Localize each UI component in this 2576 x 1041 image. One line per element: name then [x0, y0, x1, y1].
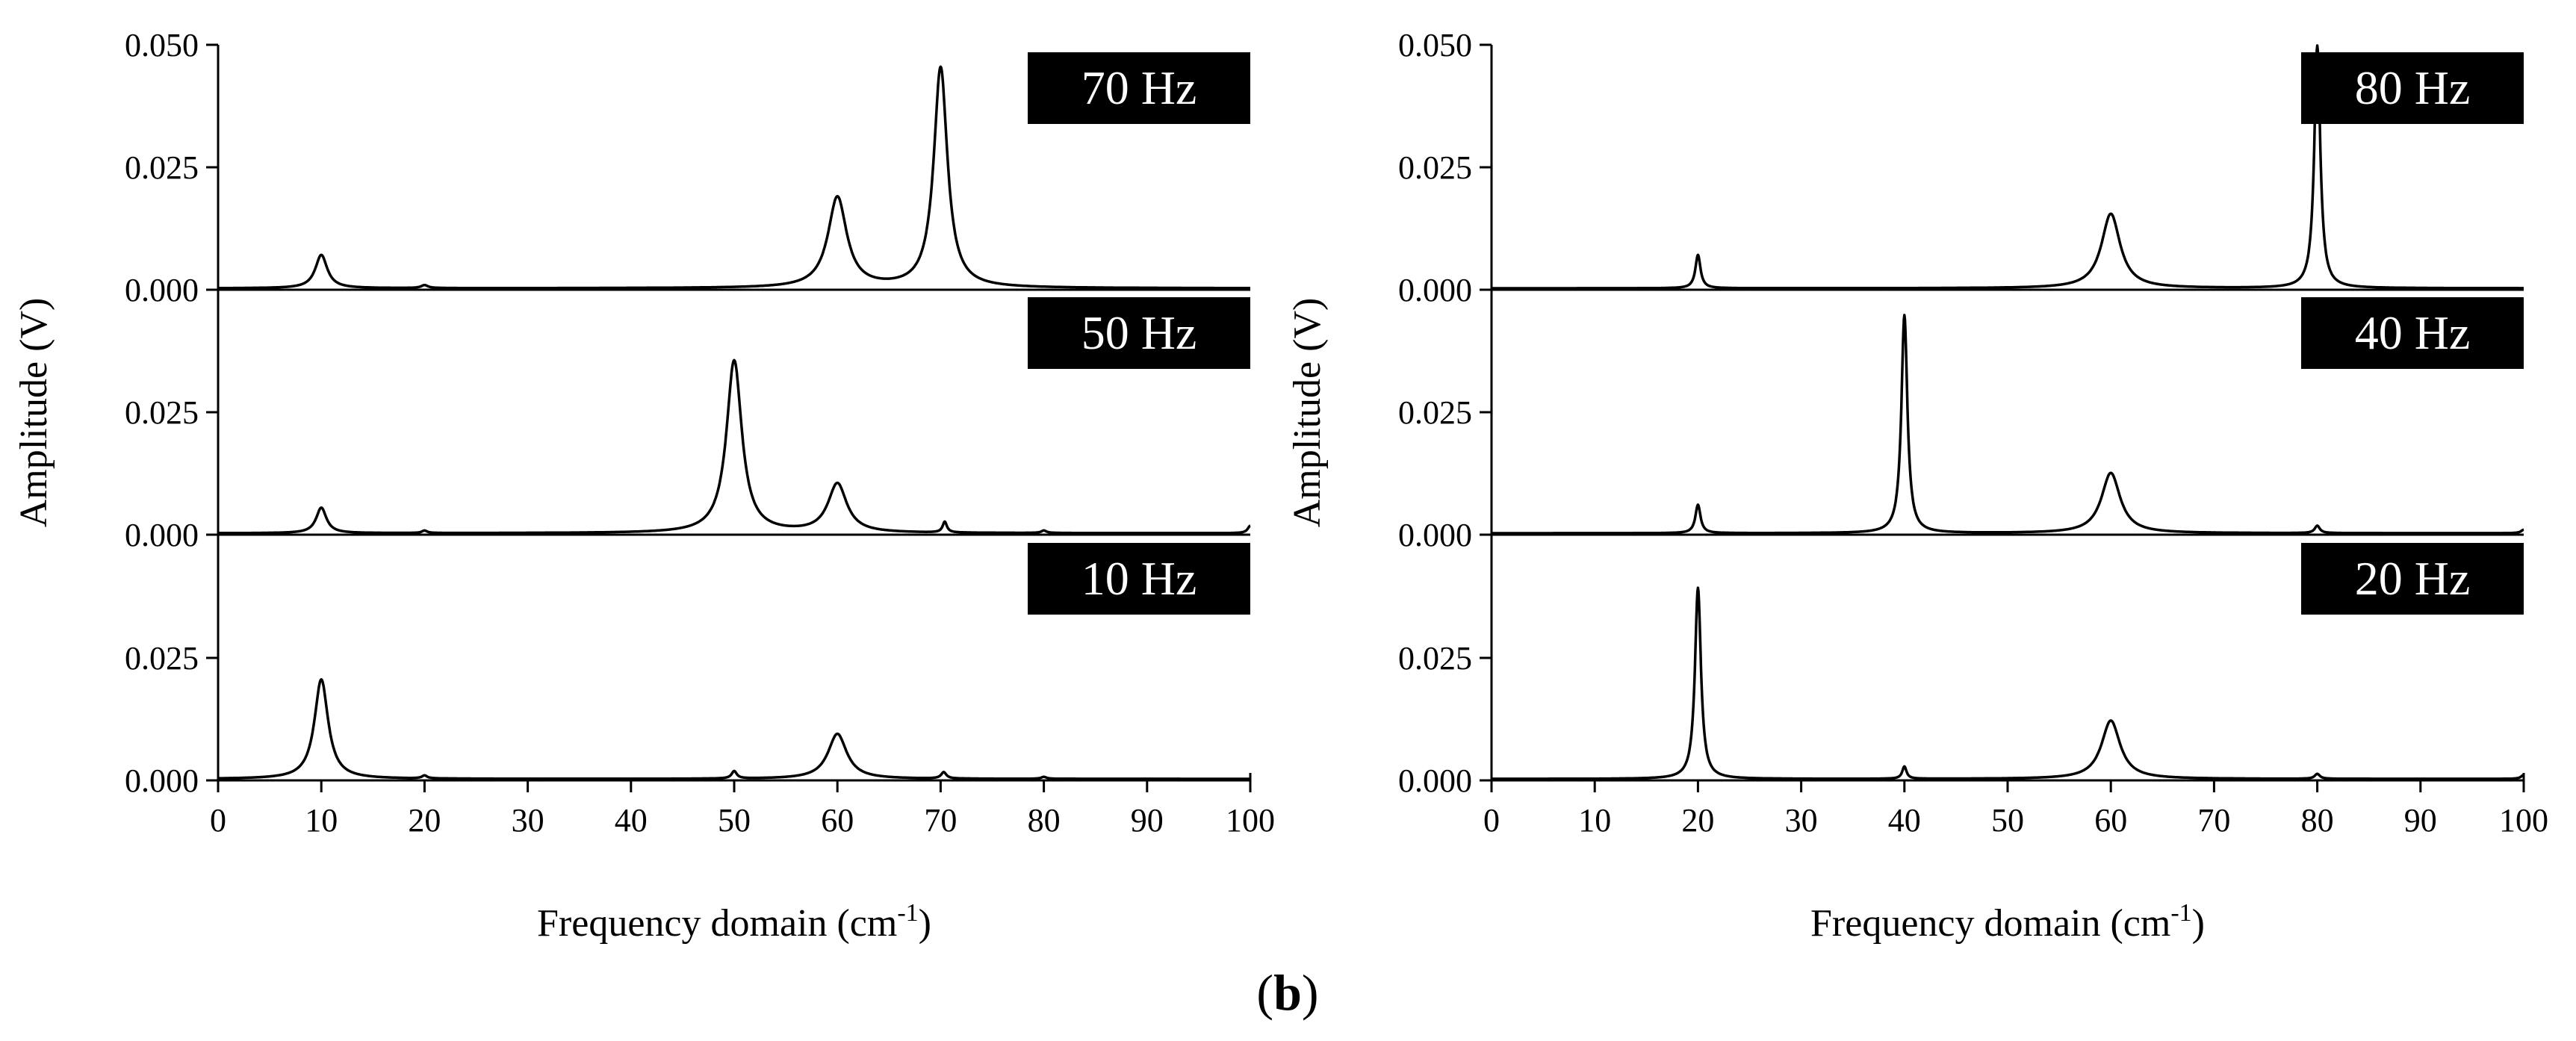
panel-label-box — [2301, 297, 2524, 369]
spectrum-series-2 — [1490, 586, 2525, 780]
x-tick-label: 100 — [2499, 802, 2548, 839]
x-tick-label: 100 — [1226, 802, 1275, 839]
x-tick-label: 70 — [924, 802, 957, 839]
panel-label: 50 Hz — [1081, 306, 1197, 359]
x-tick-label: 30 — [512, 802, 544, 839]
panel-label: 20 Hz — [2355, 552, 2471, 605]
y-axis-label: Amplitude (V) — [13, 298, 55, 528]
x-axis-label: Frequency domain (cm-1) — [537, 899, 931, 945]
panel-label-box — [1028, 543, 1250, 615]
x-tick-label: 50 — [718, 802, 751, 839]
x-tick-label: 50 — [1991, 802, 2024, 839]
x-tick-label: 10 — [305, 802, 338, 839]
x-tick-label: 30 — [1785, 802, 1818, 839]
spectrum-series-1 — [217, 358, 1252, 535]
x-tick-label: 70 — [2197, 802, 2230, 839]
panel-label-box — [1028, 52, 1250, 124]
panel-label-box — [1028, 297, 1250, 369]
figure-label: (b) — [1256, 964, 1318, 1021]
x-tick-label: 10 — [1578, 802, 1611, 839]
x-tick-label: 90 — [2404, 802, 2437, 839]
x-tick-label: 60 — [821, 802, 854, 839]
panel-label: 80 Hz — [2355, 61, 2471, 114]
y-tick-label: 0.025 — [125, 640, 199, 677]
panel-label: 70 Hz — [1081, 61, 1197, 114]
x-tick-label: 80 — [1028, 802, 1061, 839]
x-tick-label: 0 — [1483, 802, 1500, 839]
y-tick-label: 0.025 — [1398, 394, 1472, 431]
x-tick-label: 80 — [2301, 802, 2334, 839]
x-tick-label: 0 — [210, 802, 226, 839]
y-tick-label: 0.050 — [1398, 27, 1472, 63]
panel-label-box — [2301, 52, 2524, 124]
y-tick-label: 0.025 — [1398, 640, 1472, 677]
y-tick-label: 0.000 — [125, 517, 199, 553]
y-tick-label: 0.000 — [1398, 762, 1472, 799]
spectrum-series-1 — [1490, 314, 2525, 535]
x-tick-label: 60 — [2094, 802, 2127, 839]
y-tick-label: 0.000 — [1398, 272, 1472, 308]
panel-label: 10 Hz — [1081, 552, 1197, 605]
y-tick-label: 0.000 — [1398, 517, 1472, 553]
spectrum-series-0 — [1490, 44, 2525, 290]
y-tick-label: 0.025 — [125, 394, 199, 431]
y-tick-label: 0.050 — [125, 27, 199, 63]
spectrum-series-2 — [217, 678, 1252, 780]
x-tick-label: 20 — [408, 802, 441, 839]
y-tick-label: 0.025 — [1398, 149, 1472, 186]
x-tick-label: 40 — [1888, 802, 1921, 839]
y-tick-label: 0.000 — [125, 272, 199, 308]
x-tick-label: 20 — [1681, 802, 1714, 839]
panel-label-box — [2301, 543, 2524, 615]
left-chart: 0 10 20 30 40 50 60 70 80 90 100 Frequency domain (… — [13, 27, 1275, 945]
x-tick-label: 90 — [1131, 802, 1164, 839]
panel-label: 40 Hz — [2355, 306, 2471, 359]
y-tick-label: 0.025 — [125, 149, 199, 186]
spectrum-series-0 — [217, 65, 1252, 290]
x-axis-label: Frequency domain (cm-1) — [1810, 899, 2205, 945]
right-chart: 0 10 20 30 40 50 60 70 80 90 100 Frequency domain (… — [1286, 27, 2548, 945]
y-tick-label: 0.000 — [125, 762, 199, 799]
y-axis-label: Amplitude (V) — [1286, 298, 1329, 528]
x-tick-label: 40 — [615, 802, 648, 839]
